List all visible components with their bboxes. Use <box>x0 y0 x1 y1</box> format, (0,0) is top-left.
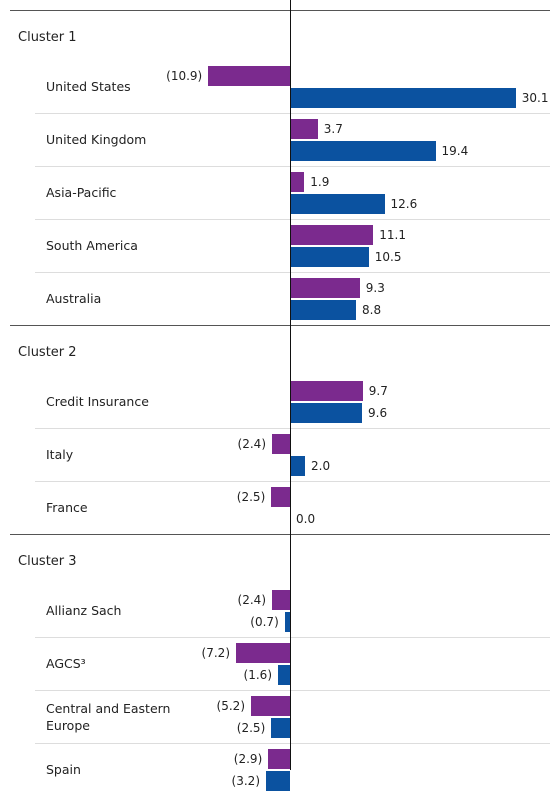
bar <box>290 456 305 476</box>
value-label: (3.2) <box>231 774 260 788</box>
bar <box>290 278 360 298</box>
value-label: 19.4 <box>441 144 469 158</box>
category-label: Australia <box>46 290 102 306</box>
bar <box>268 749 290 769</box>
row-separator <box>35 743 550 744</box>
bar <box>290 247 369 267</box>
bar <box>290 225 374 245</box>
category-label: South America <box>46 237 138 253</box>
value-label: 8.8 <box>362 303 382 317</box>
bar <box>284 612 290 632</box>
bar <box>290 403 362 423</box>
category-label: Credit Insurance <box>46 393 149 409</box>
category-label: France <box>46 499 88 515</box>
row-separator <box>35 113 550 114</box>
bar <box>251 696 290 716</box>
category-label: AGCS³ <box>46 655 86 671</box>
row-separator <box>35 166 550 167</box>
value-label: 12.6 <box>390 197 418 211</box>
value-label: 0.0 <box>296 512 316 526</box>
group-separator <box>10 325 550 326</box>
value-label: 1.9 <box>310 175 330 189</box>
category-label: United States <box>46 78 131 94</box>
value-label: 30.1 <box>521 91 549 105</box>
value-label: (2.4) <box>237 593 266 607</box>
value-label: (2.4) <box>237 437 266 451</box>
group-separator <box>10 10 550 11</box>
value-label: (5.2) <box>216 699 245 713</box>
bar <box>208 66 290 86</box>
bar <box>271 718 290 738</box>
value-label: 9.6 <box>368 406 388 420</box>
bar <box>236 643 290 663</box>
value-label: (0.7) <box>250 615 279 629</box>
bar <box>272 590 290 610</box>
bar <box>290 300 356 320</box>
zero-axis <box>290 0 291 770</box>
value-label: (2.5) <box>236 490 266 504</box>
bar <box>290 172 305 192</box>
row-separator <box>35 637 550 638</box>
bar <box>266 771 290 791</box>
bar <box>290 88 516 108</box>
category-label: Italy <box>46 446 74 462</box>
row-separator <box>35 690 550 691</box>
group-title: Cluster 3 <box>18 554 77 569</box>
value-label: 10.5 <box>374 250 402 264</box>
category-label: Central and Eastern Europe <box>46 700 171 733</box>
bar <box>290 381 363 401</box>
value-label: 2.0 <box>311 459 331 473</box>
bar <box>271 487 290 507</box>
row-separator <box>35 428 550 429</box>
group-title: Cluster 1 <box>18 30 77 45</box>
row-separator <box>35 481 550 482</box>
value-label: 3.7 <box>323 122 343 136</box>
category-label: Spain <box>46 761 81 777</box>
bar <box>278 665 290 685</box>
value-label: (10.9) <box>166 69 203 83</box>
category-label: Asia-Pacific <box>46 184 117 200</box>
category-label: United Kingdom <box>46 131 147 147</box>
row-separator <box>35 272 550 273</box>
bar <box>272 434 290 454</box>
bar <box>290 194 385 214</box>
value-label: (2.5) <box>236 721 266 735</box>
value-label: (2.9) <box>233 752 263 766</box>
group-title: Cluster 2 <box>18 345 77 360</box>
category-label: Allianz Sach <box>46 602 122 618</box>
value-label: 9.7 <box>368 384 388 398</box>
bar <box>290 141 436 161</box>
value-label: 11.1 <box>379 228 406 242</box>
value-label: 9.3 <box>365 281 385 295</box>
group-separator <box>10 534 550 535</box>
value-label: (1.6) <box>243 668 272 682</box>
bar <box>290 119 318 139</box>
value-label: (7.2) <box>201 646 230 660</box>
row-separator <box>35 219 550 220</box>
